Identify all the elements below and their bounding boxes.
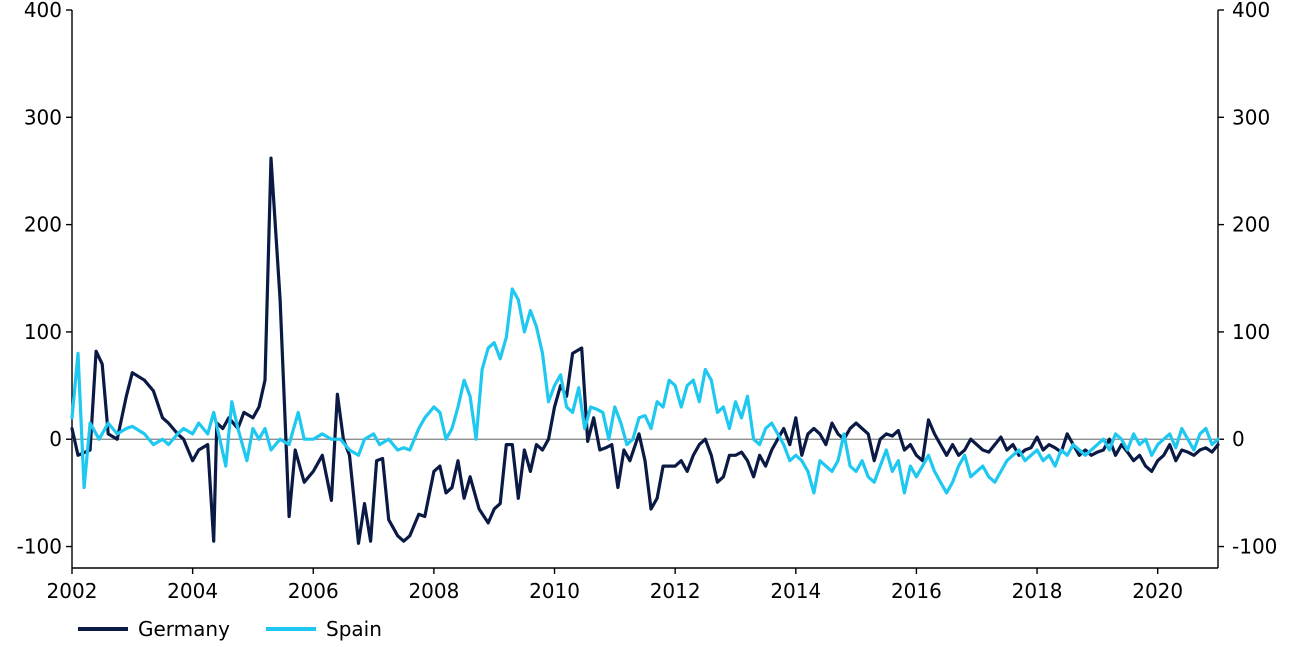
y-tick-label-right: 200 <box>1232 213 1270 237</box>
legend: Germany Spain <box>78 617 382 641</box>
y-tick-label-right: -100 <box>1232 535 1277 559</box>
x-tick-label: 2020 <box>1132 579 1183 603</box>
axis-ticks: -100 -100 0 0 100 100 200 200 300 300 400 400 2002 20… <box>17 0 1278 603</box>
y-tick-label-left: 0 <box>49 427 62 451</box>
y-tick-label-right: 0 <box>1232 427 1245 451</box>
x-tick-label: 2016 <box>891 579 942 603</box>
x-tick-label: 2002 <box>47 579 98 603</box>
series-line-germany <box>70 156 1220 545</box>
x-tick-label: 2006 <box>288 579 339 603</box>
series-line-spain <box>70 287 1220 495</box>
y-tick-label-left: 200 <box>24 213 62 237</box>
x-tick-label: 2008 <box>408 579 459 603</box>
legend-label-germany: Germany <box>138 617 230 641</box>
y-tick-label-left: 100 <box>24 320 62 344</box>
y-tick-label-left: 400 <box>24 0 62 22</box>
x-tick-label: 2004 <box>167 579 218 603</box>
y-tick-label-right: 300 <box>1232 105 1270 129</box>
y-tick-label-left: -100 <box>17 535 62 559</box>
series-layer <box>70 156 1220 545</box>
y-tick-label-right: 100 <box>1232 320 1270 344</box>
x-tick-label: 2018 <box>1012 579 1063 603</box>
plot-area <box>71 10 1219 569</box>
legend-label-spain: Spain <box>326 617 382 641</box>
x-tick-label: 2012 <box>650 579 701 603</box>
x-tick-label: 2010 <box>529 579 580 603</box>
y-tick-label-right: 400 <box>1232 0 1270 22</box>
y-tick-label-left: 300 <box>24 105 62 129</box>
x-tick-label: 2014 <box>770 579 821 603</box>
